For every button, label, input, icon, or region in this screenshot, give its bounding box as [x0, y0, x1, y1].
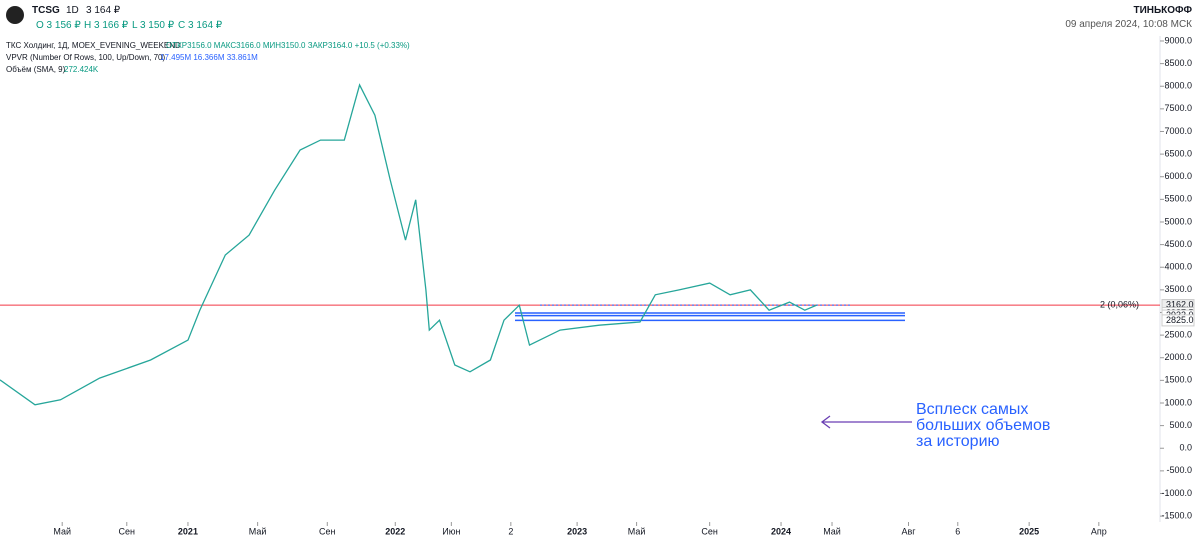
legend-ohlc: ОТКР3156.0 МАКС3166.0 МИН3150.0 ЗАКР3164…: [166, 41, 410, 50]
legend-line: ТКС Холдинг, 1Д, MOEX_EVENING_WEEKEND: [6, 41, 181, 50]
open: O 3 156 ₽: [36, 20, 81, 31]
x-tick-label: Сен: [319, 526, 336, 536]
y-tick-label: -1500.0: [1161, 510, 1192, 520]
y-tick-label: 6000.0: [1164, 171, 1192, 181]
y-tick-label: 0.0: [1179, 443, 1192, 453]
annotation: больших объемов: [916, 417, 1050, 434]
arrow-head: [820, 415, 831, 429]
tag-note: 2 (0,06%): [1100, 299, 1139, 309]
close: C 3 164 ₽: [178, 20, 223, 31]
logo: [6, 6, 24, 24]
x-tick-label: Июн: [442, 526, 460, 536]
y-tick-label: -1000.0: [1161, 488, 1192, 498]
y-tick-label: 1000.0: [1164, 397, 1192, 407]
x-tick-label: 2021: [178, 526, 198, 536]
y-tick-label: 7500.0: [1164, 103, 1192, 113]
x-tick-label: 2024: [771, 526, 791, 536]
price-line-series: [0, 83, 817, 406]
y-tick-label: 6500.0: [1164, 148, 1192, 158]
x-tick-label: 2025: [1019, 526, 1039, 536]
legend-volume-value: 272.424K: [64, 65, 99, 74]
ticker: TCSG: [32, 5, 60, 16]
legend-volume: Объём (SMA, 9): [6, 65, 66, 74]
y-tick-label: 1500.0: [1164, 375, 1192, 385]
y-tick-label: 4000.0: [1164, 262, 1192, 272]
x-tick-label: Май: [249, 526, 267, 536]
x-tick-label: Сен: [119, 526, 136, 536]
x-tick-label: 2022: [385, 526, 405, 536]
y-tick-label: 3500.0: [1164, 284, 1192, 294]
x-tick-label: 6: [955, 526, 960, 536]
price-tag-label: 2825.0: [1166, 315, 1194, 325]
y-tick-label: -500.0: [1166, 465, 1192, 475]
x-tick-label: Авг: [901, 526, 916, 536]
price-tag: [1161, 314, 1195, 327]
x-tick-label: Апр: [1091, 526, 1107, 536]
legend-vpvr: VPVR (Number Of Rows, 100, Up/Down, 70): [6, 53, 166, 62]
price-tag-label: 3162.0: [1166, 300, 1194, 310]
y-tick-label: 2000.0: [1164, 352, 1192, 362]
timestamp: 09 апреля 2024, 10:08 МСК: [1065, 19, 1192, 30]
y-tick-label: 5000.0: [1164, 216, 1192, 226]
x-tick-label: Май: [53, 526, 71, 536]
interval: 1D: [66, 5, 79, 16]
y-tick-label: 8500.0: [1164, 58, 1192, 68]
y-tick-label: 500.0: [1169, 420, 1192, 430]
x-tick-label: Май: [823, 526, 841, 536]
brand: ТИНЬКОФФ: [1133, 5, 1192, 16]
annotation: за историю: [916, 433, 1000, 450]
price: 3 164 ₽: [86, 5, 121, 16]
y-tick-label: 4500.0: [1164, 239, 1192, 249]
x-tick-label: Май: [628, 526, 646, 536]
y-tick-label: 2500.0: [1164, 329, 1192, 339]
y-tick-label: 5500.0: [1164, 194, 1192, 204]
x-tick-label: 2: [508, 526, 513, 536]
y-tick-label: 8000.0: [1164, 81, 1192, 91]
high: H 3 166 ₽: [84, 20, 129, 31]
x-tick-label: Сен: [701, 526, 718, 536]
x-tick-label: 2023: [567, 526, 587, 536]
annotation: Всплеск самых: [916, 401, 1028, 418]
legend-vpvr-values: 17.495M 16.366M 33.861M: [160, 53, 258, 62]
y-tick-label: 7000.0: [1164, 126, 1192, 136]
low: L 3 150 ₽: [132, 20, 175, 31]
y-tick-label: 9000.0: [1164, 35, 1192, 45]
